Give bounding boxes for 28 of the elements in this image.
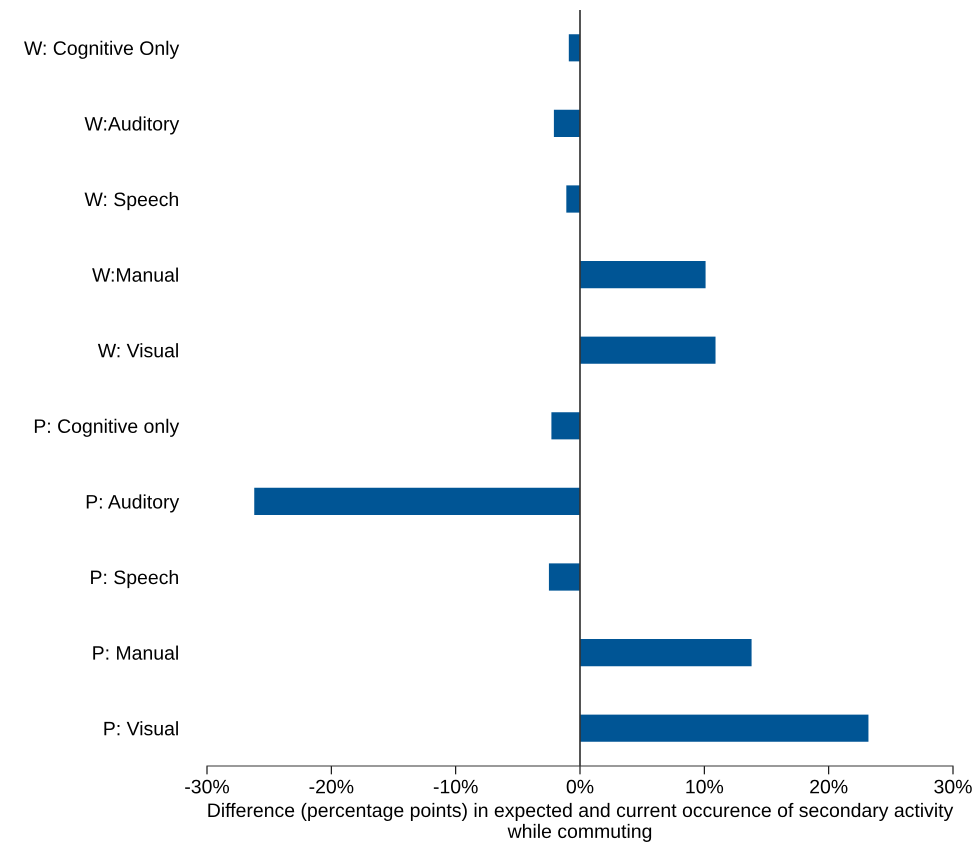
bar	[254, 488, 580, 516]
y-tick-label: W: Cognitive Only	[24, 40, 180, 59]
bar	[551, 412, 580, 440]
y-tick-label: P: Manual	[93, 646, 178, 660]
x-tick-label: 0%	[566, 780, 594, 794]
y-tick-label: W: Visual	[98, 343, 178, 358]
x-tick-label: 30%	[934, 780, 972, 794]
bar	[568, 34, 580, 62]
bar	[554, 110, 580, 138]
bar	[566, 185, 580, 213]
y-tick-label: W:Manual	[92, 268, 178, 282]
y-tick-label: P: Cognitive only	[34, 418, 180, 437]
y-tick-label: W: Speech	[84, 192, 178, 210]
x-axis-title: Difference (percentage points) in expected and current occurence of secondary activity while commuting	[208, 802, 954, 842]
y-tick-label: W:Auditory	[84, 116, 180, 134]
x-tick-label: 10%	[686, 780, 724, 794]
bar	[548, 563, 580, 591]
bar	[580, 260, 706, 288]
bar	[580, 638, 752, 666]
y-tick-label: P: Speech	[91, 570, 178, 588]
x-tick-label: -30%	[185, 780, 230, 794]
bar	[580, 336, 716, 364]
x-tick-label: 20%	[810, 780, 848, 794]
x-tick-label: -20%	[310, 780, 354, 794]
y-tick-label: P: Auditory	[86, 494, 180, 512]
y-tick-label: P: Visual	[104, 721, 178, 736]
x-tick-label: -10%	[434, 780, 478, 794]
bar	[580, 714, 868, 742]
